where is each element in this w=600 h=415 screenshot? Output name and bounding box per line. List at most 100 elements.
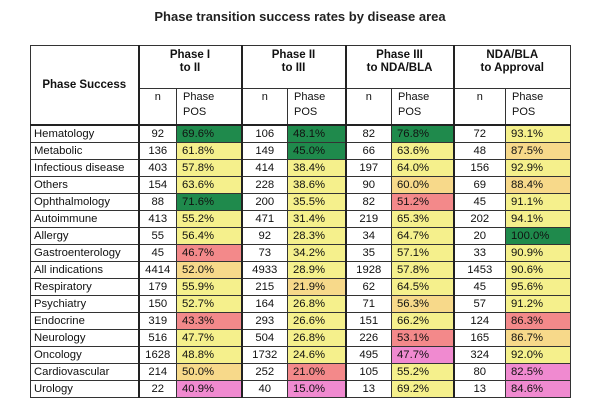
pos-cell: 91.1% [505, 193, 572, 211]
pos-cell: 94.1% [505, 210, 572, 228]
pos-cell: 64.7% [390, 227, 455, 245]
n-cell: 151 [344, 312, 392, 330]
pos-cell: 46.7% [176, 244, 242, 262]
pos-header-line2: POS [294, 106, 318, 118]
pos-cell: 66.2% [390, 312, 455, 330]
n-cell: 495 [344, 346, 392, 364]
pos-header-line1: Phase [512, 91, 544, 103]
n-cell: 219 [344, 210, 392, 228]
n-cell: 164 [240, 295, 288, 313]
pos-cell: 31.4% [287, 210, 346, 228]
disease-area-label: Metabolic [30, 142, 139, 160]
n-cell: 45 [452, 193, 507, 211]
n-column-header: n [452, 88, 507, 126]
phase-header-line2: to II [179, 62, 201, 74]
n-cell: 57 [452, 295, 507, 313]
disease-area-label: Cardiovascular [30, 363, 139, 381]
pos-cell: 47.7% [176, 329, 242, 347]
pos-cell: 63.6% [176, 176, 242, 194]
header-row-subcolumns: n Phase POS n Phase POS n Phase POS n Phase… [31, 88, 572, 126]
pos-cell: 87.5% [505, 142, 572, 160]
n-cell: 228 [240, 176, 288, 194]
phase-header-line2: to Approval [480, 62, 544, 74]
n-cell: 69 [452, 176, 507, 194]
n-cell: 179 [137, 278, 177, 296]
n-cell: 1628 [137, 346, 177, 364]
n-cell: 214 [137, 363, 177, 381]
table-row: Neurology 516 47.7% 504 26.8% 226 53.1% 165 86.7… [30, 329, 572, 347]
pos-cell: 38.4% [287, 159, 346, 177]
n-cell: 45 [452, 278, 507, 296]
corner-header: Phase Success [30, 45, 139, 126]
table-row: Gastroenterology 45 46.7% 73 34.2% 35 57.1% 33 9… [30, 244, 572, 262]
table-row: Hematology 92 69.6% 106 48.1% 82 76.8% 72 93.1% [30, 124, 572, 143]
n-cell: 215 [240, 278, 288, 296]
pos-cell: 43.3% [176, 312, 242, 330]
pos-cell: 65.3% [390, 210, 455, 228]
n-cell: 48 [452, 142, 507, 160]
pos-cell: 38.6% [287, 176, 346, 194]
pos-column-header: Phase POS [176, 88, 242, 126]
disease-area-label: Others [30, 176, 139, 194]
n-cell: 33 [452, 244, 507, 262]
pos-column-header: Phase POS [505, 88, 572, 126]
pos-cell: 76.8% [390, 124, 455, 143]
n-cell: 403 [137, 159, 177, 177]
n-cell: 124 [452, 312, 507, 330]
phase-header-line1: Phase I [169, 49, 211, 61]
pos-header-line2: POS [183, 106, 207, 118]
pos-cell: 90.6% [505, 261, 572, 279]
n-cell: 200 [240, 193, 288, 211]
n-cell: 504 [240, 329, 288, 347]
disease-area-label: Endocrine [30, 312, 139, 330]
pos-cell: 92.9% [505, 159, 572, 177]
disease-area-label: Oncology [30, 346, 139, 364]
table-row: Infectious disease 403 57.8% 414 38.4% 197 64.… [30, 159, 572, 177]
n-cell: 149 [240, 142, 288, 160]
pos-cell: 92.0% [505, 346, 572, 364]
n-cell: 150 [137, 295, 177, 313]
n-cell: 202 [452, 210, 507, 228]
n-cell: 324 [452, 346, 507, 364]
n-cell: 62 [344, 278, 392, 296]
disease-area-label: Autoimmune [30, 210, 139, 228]
n-cell: 66 [344, 142, 392, 160]
pos-cell: 52.7% [176, 295, 242, 313]
pos-cell: 15.0% [287, 380, 346, 398]
phase-header: Phase III to NDA/BLA [344, 45, 455, 89]
n-cell: 71 [344, 295, 392, 313]
n-column-header: n [240, 88, 288, 126]
table-body: Hematology 92 69.6% 106 48.1% 82 76.8% 72 93.1% M… [30, 124, 572, 398]
n-cell: 72 [452, 124, 507, 143]
n-cell: 73 [240, 244, 288, 262]
table-row: Endocrine 319 43.3% 293 26.6% 151 66.2% 124 86.3… [30, 312, 572, 330]
pos-cell: 88.4% [505, 176, 572, 194]
pos-cell: 60.0% [390, 176, 455, 194]
pos-cell: 21.0% [287, 363, 346, 381]
table-row: Autoimmune 413 55.2% 471 31.4% 219 65.3% 202 94.… [30, 210, 572, 228]
pos-cell: 56.3% [390, 295, 455, 313]
pos-column-header: Phase POS [390, 88, 455, 126]
pos-cell: 100.0% [505, 227, 572, 245]
n-cell: 156 [452, 159, 507, 177]
pos-cell: 50.0% [176, 363, 242, 381]
table-row: Ophthalmology 88 71.6% 200 35.5% 82 51.2% 45 91.… [30, 193, 572, 211]
n-cell: 319 [137, 312, 177, 330]
disease-area-label: Urology [30, 380, 139, 398]
disease-area-label: Neurology [30, 329, 139, 347]
n-cell: 413 [137, 210, 177, 228]
n-cell: 92 [240, 227, 288, 245]
n-cell: 82 [344, 193, 392, 211]
n-column-header: n [137, 88, 177, 126]
pos-header-line1: Phase [398, 91, 430, 103]
pos-cell: 55.2% [176, 210, 242, 228]
pos-cell: 21.9% [287, 278, 346, 296]
phase-header: Phase II to III [240, 45, 346, 89]
pos-cell: 55.9% [176, 278, 242, 296]
table-row: Oncology 1628 48.8% 1732 24.6% 495 47.7% 324 92.… [30, 346, 572, 364]
table-row: Cardiovascular 214 50.0% 252 21.0% 105 55.2% 80… [30, 363, 572, 381]
n-cell: 35 [344, 244, 392, 262]
pos-cell: 47.7% [390, 346, 455, 364]
